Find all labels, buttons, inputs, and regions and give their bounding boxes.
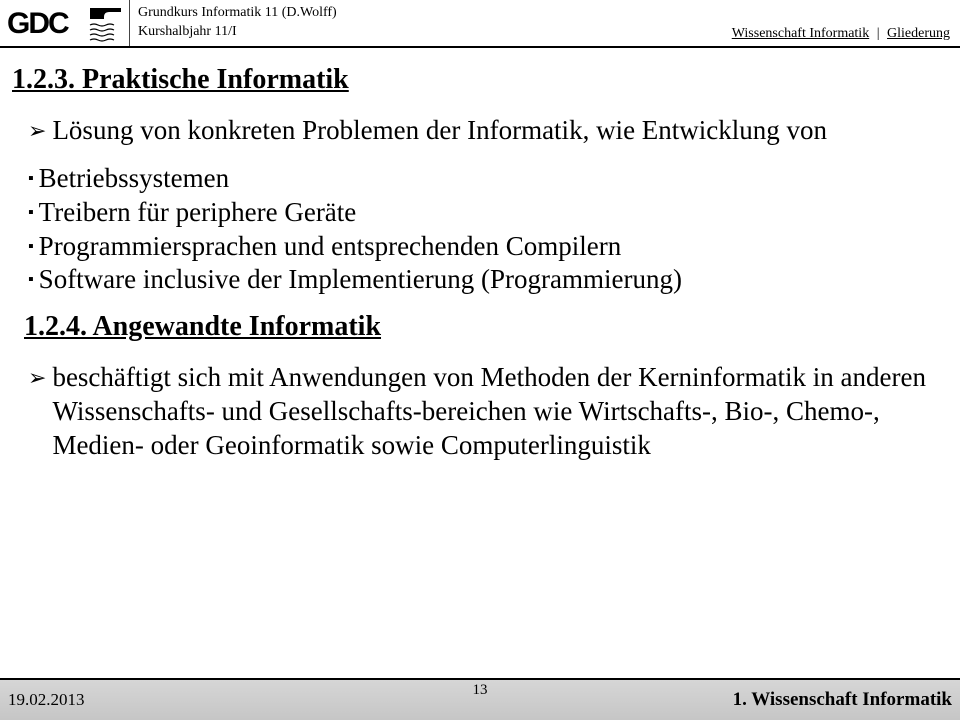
header-course-info: Grundkurs Informatik 11 (D.Wolff) Kursha… — [130, 0, 722, 46]
footer-date: 19.02.2013 — [8, 690, 85, 710]
nav-separator: | — [873, 26, 883, 41]
bullet-square-icon: ▪ — [28, 196, 34, 230]
list-item-text: Treibern für periphere Geräte — [39, 196, 357, 230]
svg-text:GDC: GDC — [7, 7, 69, 40]
section2-desc-block: ➢ beschäftigt sich mit Anwendungen von M… — [10, 361, 950, 462]
list-item: ▪ Treibern für periphere Geräte — [28, 196, 940, 230]
section2-desc: beschäftigt sich mit Anwendungen von Met… — [52, 361, 940, 462]
bullet-arrow-icon: ➢ — [28, 361, 46, 395]
list-item-text: Programmiersprachen und entsprechenden C… — [39, 230, 622, 264]
logo-box: GDC — [0, 0, 130, 46]
course-subtitle: Kurshalbjahr 11/I — [138, 23, 714, 42]
nav-link-gliederung[interactable]: Gliederung — [887, 26, 950, 41]
intro-block: ➢ Lösung von konkreten Problemen der Inf… — [10, 114, 950, 148]
slide-footer: 19.02.2013 13 1. Wissenschaft Informatik — [0, 678, 960, 720]
intro-text: Lösung von konkreten Problemen der Infor… — [52, 114, 827, 148]
bullet-square-icon: ▪ — [28, 230, 34, 264]
slide-header: GDC Grundkurs Informatik 11 (D.Wolff) Ku… — [0, 0, 960, 48]
footer-page-number: 13 — [473, 682, 488, 699]
header-nav: Wissenschaft Informatik | Gliederung — [722, 0, 960, 46]
list-item-text: Betriebssystemen — [39, 162, 229, 196]
course-title: Grundkurs Informatik 11 (D.Wolff) — [138, 4, 714, 23]
bullet-square-icon: ▪ — [28, 263, 34, 297]
list-item: ▪ Programmiersprachen und entsprechenden… — [28, 230, 940, 264]
nav-link-wissenschaft[interactable]: Wissenschaft Informatik — [732, 26, 869, 41]
slide-content: 1.2.3. Praktische Informatik ➢ Lösung vo… — [0, 48, 960, 482]
sub-items-list: ▪ Betriebssystemen ▪ Treibern für periph… — [10, 162, 950, 297]
section-heading-1: 1.2.3. Praktische Informatik — [12, 64, 950, 96]
list-item: ▪ Software inclusive der Implementierung… — [28, 263, 940, 297]
list-item-text: Software inclusive der Implementierung (… — [39, 263, 682, 297]
bullet-arrow-icon: ➢ — [28, 114, 46, 148]
list-item: ▪ Betriebssystemen — [28, 162, 940, 196]
gdc-logo-icon: GDC — [5, 3, 125, 43]
bullet-square-icon: ▪ — [28, 162, 34, 196]
section-heading-2: 1.2.4. Angewandte Informatik — [24, 311, 950, 343]
footer-chapter: 1. Wissenschaft Informatik — [733, 689, 952, 711]
